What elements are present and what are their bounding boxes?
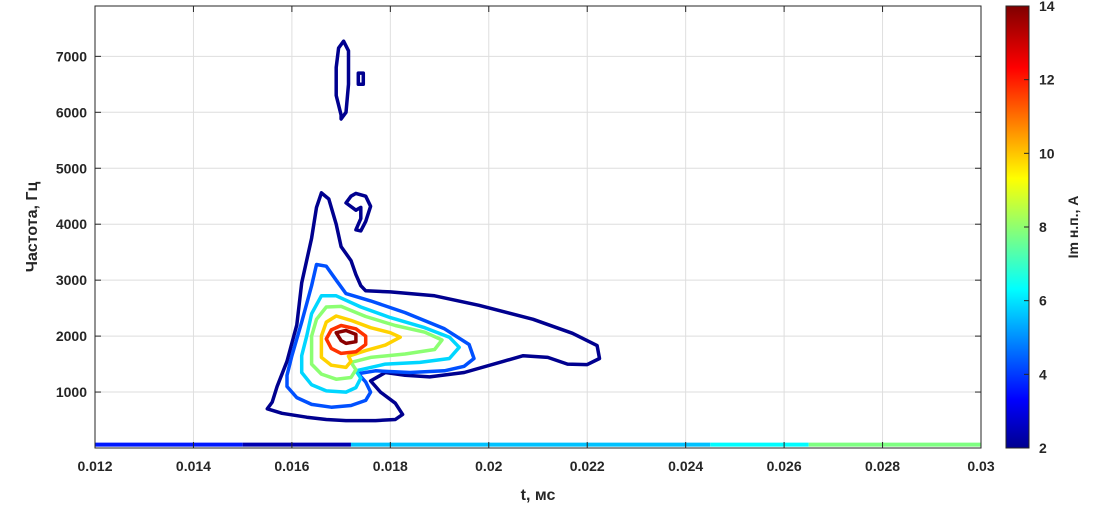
y-tick-label: 7000 [56,48,87,64]
x-tick-label: 0.014 [176,458,211,474]
contour-line-level-6 [299,294,461,394]
x-tick-label: 0.03 [967,458,994,474]
colorbar-tick-label: 6 [1039,293,1047,309]
plot-frame [94,5,982,449]
colorbar-tick-label: 14 [1039,0,1055,14]
colorbar-tick-label: 2 [1039,440,1047,456]
contour-line-level-10 [319,314,402,370]
x-tick-label: 0.022 [570,458,605,474]
grid [94,6,982,448]
colorbar-tick-label: 4 [1039,366,1047,382]
contour-line-level-14 [334,328,358,346]
contour-line-level-2 [265,191,602,423]
x-tick-label: 0.02 [475,458,502,474]
contour-line-level-8 [309,304,444,381]
contour-line-level-2 [334,39,351,121]
x-tick-label: 0.018 [373,458,408,474]
x-tick-label: 0.026 [767,458,802,474]
x-tick-label: 0.016 [274,458,309,474]
colorbar-tick-label: 10 [1039,145,1055,161]
y-tick-label: 2000 [56,328,87,344]
contour-line-level-4 [285,262,476,409]
contour-lines [265,39,602,423]
contour-line-level-2 [356,71,366,87]
colorbar-label: Im н.п., А [1065,196,1081,259]
contour-line-level-2 [344,191,373,233]
x-tick-label: 0.024 [668,458,703,474]
x-tick-label: 0.012 [77,458,112,474]
y-tick-label: 5000 [56,160,87,176]
y-axis-ticks: 1000 2000 3000 4000 5000 6000 7000 [56,48,981,400]
contour-line-level-12 [324,323,368,356]
x-axis-ticks: 0.012 0.014 0.016 0.018 0.02 0.022 0.024 0.026 0… [77,6,995,474]
y-axis-label: Частота, Гц [24,182,41,273]
colorbar-tick-label: 8 [1039,219,1047,235]
x-axis-label: t, мс [521,487,556,504]
y-tick-label: 1000 [56,384,87,400]
y-tick-label: 3000 [56,272,87,288]
colorbar-tick-label: 12 [1039,72,1055,88]
y-tick-label: 6000 [56,104,87,120]
y-tick-label: 4000 [56,216,87,232]
colorbar-ticks: 2 4 6 8 10 12 14 [1024,0,1055,456]
x-tick-label: 0.028 [865,458,900,474]
